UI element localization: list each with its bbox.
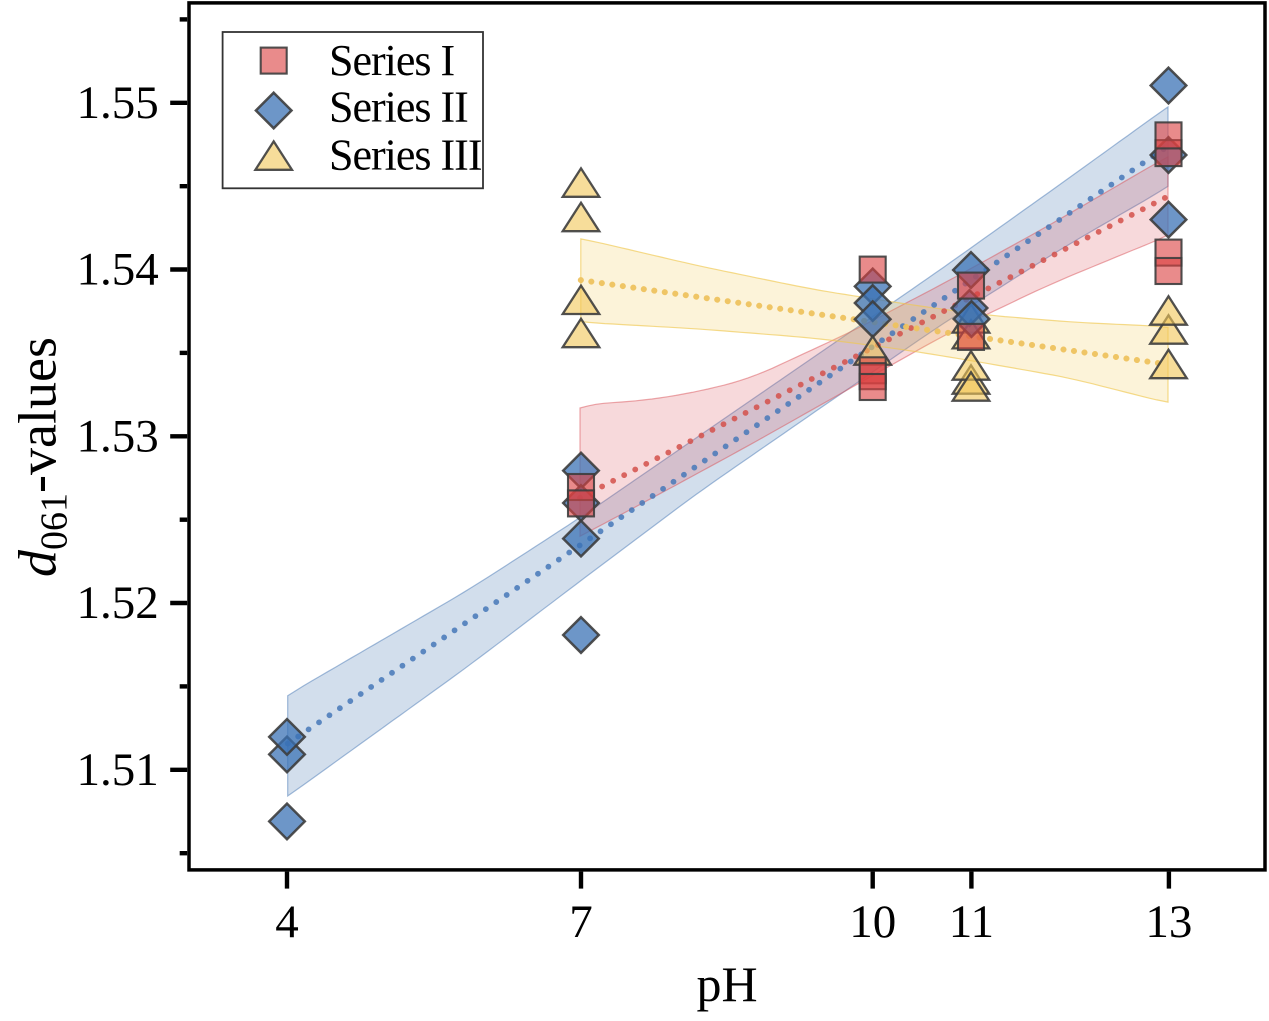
- svg-text:11: 11: [949, 896, 994, 948]
- svg-text:10: 10: [849, 896, 896, 948]
- svg-text:pH: pH: [696, 956, 757, 1012]
- svg-text:1.52: 1.52: [77, 577, 159, 629]
- svg-text:7: 7: [569, 896, 593, 948]
- svg-text:13: 13: [1145, 896, 1192, 948]
- svg-text:4: 4: [275, 896, 299, 948]
- svg-text:Series III: Series III: [329, 131, 482, 180]
- svg-text:Series II: Series II: [329, 82, 468, 131]
- svg-text:1.51: 1.51: [77, 744, 159, 796]
- svg-text:1.54: 1.54: [77, 244, 159, 296]
- svg-text:d061-values: d061-values: [8, 337, 76, 577]
- svg-text:1.53: 1.53: [77, 411, 159, 463]
- svg-text:1.55: 1.55: [77, 77, 159, 129]
- svg-text:Series I: Series I: [329, 36, 455, 85]
